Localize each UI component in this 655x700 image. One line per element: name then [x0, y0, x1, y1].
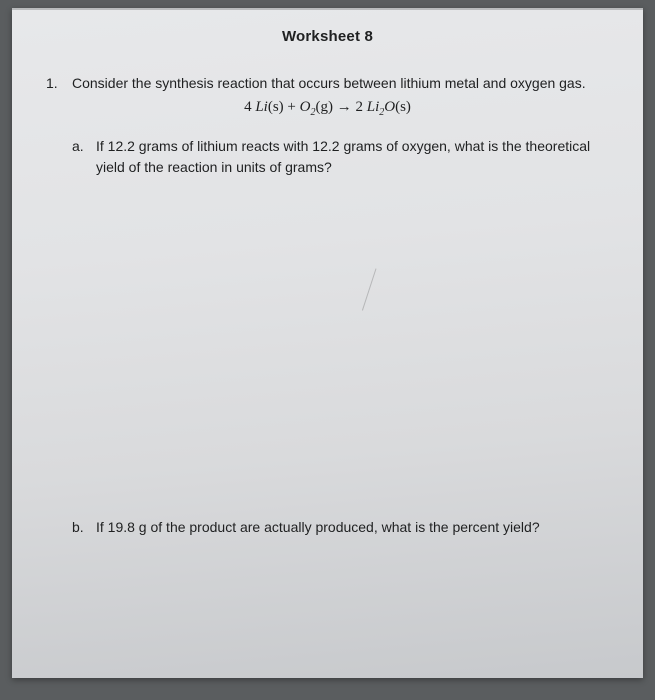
- eq-species-li2: Li: [367, 99, 380, 115]
- part-b: b. If 19.8 g of the product are actually…: [72, 517, 609, 537]
- part-a: a. If 12.2 grams of lithium reacts with …: [72, 136, 609, 177]
- part-b-letter: b.: [72, 517, 96, 537]
- part-a-text: If 12.2 grams of lithium reacts with 12.…: [96, 136, 609, 177]
- eq-state-li2o: (s): [395, 99, 411, 115]
- eq-state-li: (s): [268, 99, 284, 115]
- question-prompt: Consider the synthesis reaction that occ…: [72, 73, 609, 93]
- window-frame: Worksheet 8 1. Consider the synthesis re…: [0, 0, 655, 700]
- workspace-a: [46, 177, 609, 517]
- worksheet-paper: Worksheet 8 1. Consider the synthesis re…: [12, 8, 643, 678]
- eq-plus: +: [284, 99, 300, 115]
- question-1: 1. Consider the synthesis reaction that …: [46, 73, 609, 93]
- eq-species-li: Li: [255, 99, 268, 115]
- eq-arrow: →: [333, 99, 356, 115]
- question-number: 1.: [46, 73, 72, 93]
- eq-state-o2: (g): [315, 99, 333, 115]
- part-a-letter: a.: [72, 136, 96, 177]
- eq-coeff-1: 4: [244, 99, 252, 115]
- eq-coeff-2: 2: [355, 99, 363, 115]
- eq-species-o-rhs: O: [384, 99, 395, 115]
- page-title: Worksheet 8: [46, 28, 609, 45]
- part-b-text: If 19.8 g of the product are actually pr…: [96, 517, 609, 537]
- reaction-equation: 4 Li(s) + O2(g) → 2 Li2O(s): [46, 99, 609, 118]
- eq-species-o: O: [300, 99, 311, 115]
